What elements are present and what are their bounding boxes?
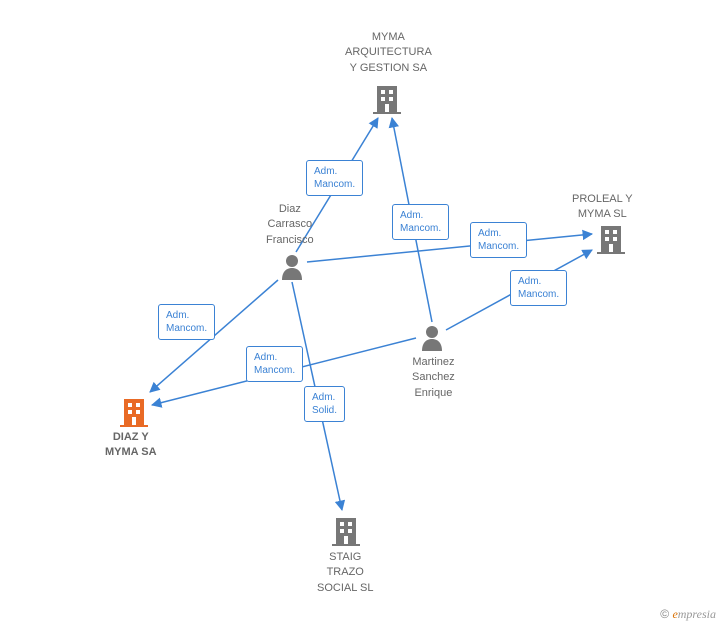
- edge-line: [307, 234, 592, 262]
- watermark: © empresia: [660, 607, 716, 622]
- edge-label: Adm. Mancom.: [246, 346, 303, 382]
- copyright-symbol: ©: [660, 607, 669, 621]
- brand-rest: mpresia: [678, 607, 716, 621]
- building-icon: [120, 395, 148, 427]
- building-icon: [597, 222, 625, 254]
- node-label: Martinez Sanchez Enrique: [412, 355, 455, 401]
- edge-label: Adm. Mancom.: [158, 304, 215, 340]
- building-icon: [373, 82, 401, 114]
- building-icon: [332, 514, 360, 546]
- node-label: STAIG TRAZO SOCIAL SL: [317, 550, 373, 596]
- edge-label: Adm. Mancom.: [470, 222, 527, 258]
- edge-label: Adm. Solid.: [304, 386, 345, 422]
- node-label: DIAZ Y MYMA SA: [105, 430, 157, 461]
- node-label: Diaz Carrasco Francisco: [266, 202, 314, 248]
- node-label: MYMA ARQUITECTURA Y GESTION SA: [345, 30, 432, 76]
- node-label: PROLEAL Y MYMA SL: [572, 192, 633, 223]
- edge-label: Adm. Mancom.: [392, 204, 449, 240]
- person-icon: [420, 325, 444, 351]
- person-icon: [280, 254, 304, 280]
- edge-label: Adm. Mancom.: [510, 270, 567, 306]
- edge-label: Adm. Mancom.: [306, 160, 363, 196]
- edges-layer: [0, 0, 728, 630]
